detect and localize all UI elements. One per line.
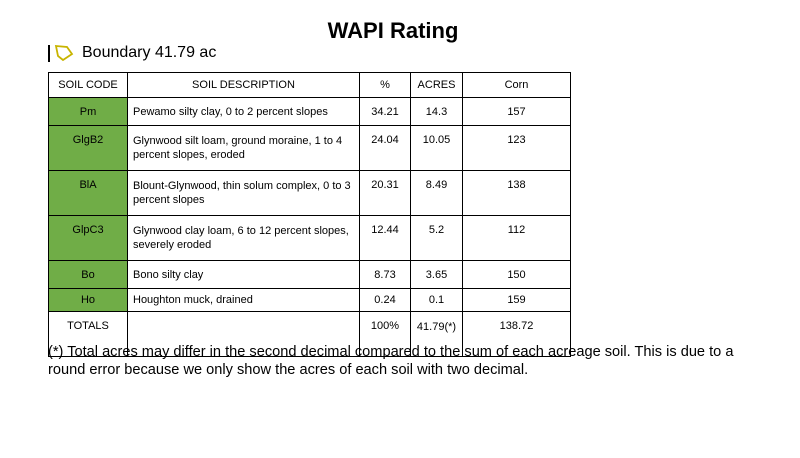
totals-corn: 138.72 <box>462 311 571 357</box>
soil-code-cell: BlA <box>48 170 128 216</box>
percent-cell: 34.21 <box>359 97 411 126</box>
corn-cell: 157 <box>462 97 571 126</box>
soil-description-cell: Blount-Glynwood, thin solum complex, 0 t… <box>127 170 360 216</box>
corn-cell: 150 <box>462 260 571 289</box>
totals-description-cell <box>127 311 360 357</box>
percent-cell: 8.73 <box>359 260 411 289</box>
totals-percent: 100% <box>359 311 411 357</box>
soil-description-cell: Bono silty clay <box>127 260 360 289</box>
acres-cell: 10.05 <box>410 125 463 171</box>
table-row: Ho Houghton muck, drained 0.24 0.1 159 <box>48 288 571 312</box>
boundary-legend: Boundary 41.79 ac <box>48 42 216 64</box>
corn-cell: 112 <box>462 215 571 261</box>
header-corn: Corn <box>462 72 571 98</box>
table-row: Bo Bono silty clay 8.73 3.65 150 <box>48 260 571 289</box>
table-row: Pm Pewamo silty clay, 0 to 2 percent slo… <box>48 97 571 126</box>
table-row: GlgB2 Glynwood silt loam, ground moraine… <box>48 125 571 171</box>
soil-description-cell: Glynwood clay loam, 6 to 12 percent slop… <box>127 215 360 261</box>
soil-code-cell: Bo <box>48 260 128 289</box>
soil-code-cell: Ho <box>48 288 128 312</box>
soil-code-cell: GlpC3 <box>48 215 128 261</box>
table-row: GlpC3 Glynwood clay loam, 6 to 12 percen… <box>48 215 571 261</box>
table-row: BlA Blount-Glynwood, thin solum complex,… <box>48 170 571 216</box>
boundary-label: Boundary 41.79 ac <box>82 44 217 61</box>
totals-row: TOTALS 100% 41.79(*) 138.72 <box>48 311 571 357</box>
soil-table: SOIL CODE SOIL DESCRIPTION % ACRES Corn … <box>48 72 571 357</box>
percent-cell: 0.24 <box>359 288 411 312</box>
acres-cell: 3.65 <box>410 260 463 289</box>
totals-acres: 41.79(*) <box>410 311 463 357</box>
table-header-row: SOIL CODE SOIL DESCRIPTION % ACRES Corn <box>48 72 571 98</box>
soil-description-cell: Glynwood silt loam, ground moraine, 1 to… <box>127 125 360 171</box>
percent-cell: 12.44 <box>359 215 411 261</box>
acres-cell: 8.49 <box>410 170 463 216</box>
acres-cell: 5.2 <box>410 215 463 261</box>
legend-divider <box>48 44 50 62</box>
header-soil-code: SOIL CODE <box>48 72 128 98</box>
page-title: WAPI Rating <box>327 18 459 43</box>
soil-code-cell: Pm <box>48 97 128 126</box>
boundary-polygon-icon <box>54 44 74 62</box>
corn-cell: 159 <box>462 288 571 312</box>
percent-cell: 24.04 <box>359 125 411 171</box>
percent-cell: 20.31 <box>359 170 411 216</box>
header-acres: ACRES <box>410 72 463 98</box>
soil-code-cell: GlgB2 <box>48 125 128 171</box>
soil-description-cell: Houghton muck, drained <box>127 288 360 312</box>
corn-cell: 123 <box>462 125 571 171</box>
header-percent: % <box>359 72 411 98</box>
header-soil-description: SOIL DESCRIPTION <box>127 72 360 98</box>
soil-description-cell: Pewamo silty clay, 0 to 2 percent slopes <box>127 97 360 126</box>
acres-cell: 0.1 <box>410 288 463 312</box>
footnote: (*) Total acres may differ in the second… <box>48 344 734 378</box>
acres-cell: 14.3 <box>410 97 463 126</box>
corn-cell: 138 <box>462 170 571 216</box>
totals-label: TOTALS <box>48 311 128 357</box>
